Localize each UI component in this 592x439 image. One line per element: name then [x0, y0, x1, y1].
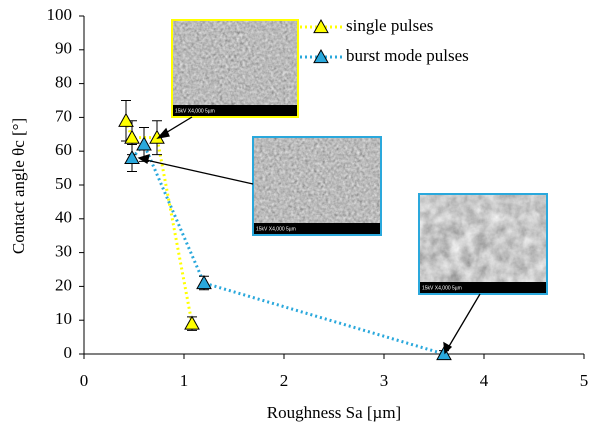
data-point: [124, 129, 140, 144]
x-axis-label: Roughness Sa [µm]: [267, 403, 401, 422]
inset-2: [252, 136, 382, 236]
y-tick-label: 40: [55, 208, 72, 227]
x-tick-label: 0: [80, 371, 89, 390]
inset-border: [171, 19, 299, 118]
y-tick-label: 0: [64, 343, 73, 362]
inset-border: [252, 136, 382, 236]
y-tick-label: 10: [55, 309, 72, 328]
x-tick-label: 2: [280, 371, 289, 390]
arrow: [447, 293, 481, 349]
data-point: [184, 315, 200, 330]
inset-border: [418, 193, 548, 295]
y-tick-label: 60: [55, 140, 72, 159]
inset-texture: [419, 194, 547, 294]
y-tick-label: 30: [55, 242, 72, 261]
legend-marker: [313, 18, 329, 34]
inset-3: [418, 193, 548, 295]
data-point: [136, 136, 152, 151]
x-tick-label: 3: [380, 371, 389, 390]
arrow-head: [137, 154, 150, 165]
inset-texture: [172, 20, 298, 117]
data-point: [436, 345, 452, 361]
arrows: [137, 116, 481, 355]
y-tick-label: 50: [55, 174, 72, 193]
y-tick-label: 90: [55, 39, 72, 58]
series-line: [124, 120, 194, 324]
inset-bar: [173, 105, 297, 116]
legend-label: burst mode pulses: [346, 46, 469, 65]
data-point: [118, 112, 134, 127]
inset-caption: 15kV X4,000 5µm: [256, 226, 296, 232]
inset-bar: [420, 282, 546, 293]
inset-bar: [254, 223, 380, 234]
inset-1: [171, 19, 299, 118]
legend-label: single pulses: [346, 16, 433, 35]
arrow-head: [443, 341, 453, 355]
inset-caption: 15kV X4,000 5µm: [422, 285, 462, 291]
arrow: [145, 159, 254, 185]
arrow-head: [156, 127, 170, 139]
y-axis-label: Contact angle θc [°]: [9, 118, 28, 254]
arrow: [163, 116, 193, 135]
inset-texture: [253, 137, 381, 235]
plot-area: 0 10 20 30 40 50 60 70 80 90 100 0 1 2 3 4 5 single pulse…: [47, 5, 589, 390]
y-tick-label: 80: [55, 73, 72, 92]
x-tick-label: 1: [180, 371, 189, 390]
data-point: [124, 149, 140, 165]
y-tick-label: 20: [55, 275, 72, 294]
x-tick-label: 5: [580, 371, 589, 390]
y-tick-label: 100: [47, 5, 73, 24]
x-tick-label: 4: [480, 371, 489, 390]
inset-caption: 15kV X4,000 5µm: [175, 108, 215, 114]
legend-marker: [313, 48, 329, 64]
y-tick-label: 70: [55, 106, 72, 125]
data-point: [196, 274, 212, 290]
